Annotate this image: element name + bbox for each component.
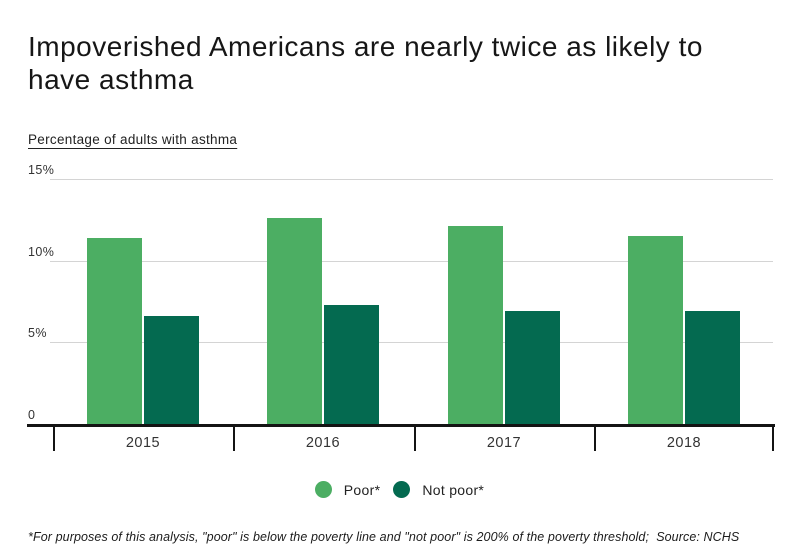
chart-card: Impoverished Americans are nearly twice … <box>0 30 799 544</box>
x-tick-label-2017: 2017 <box>486 435 522 451</box>
y-tick-label-10: 10% <box>28 245 55 259</box>
legend-item-poor: Poor* <box>314 481 381 498</box>
legend-swatch-icon <box>314 481 332 498</box>
legend-swatch-icon <box>393 481 411 498</box>
bar-poor-2018 <box>628 236 683 424</box>
x-tick-label-2015: 2015 <box>125 435 161 451</box>
x-axis-tick <box>772 424 774 451</box>
x-axis-tick <box>53 424 55 451</box>
y-tick-label-15: 15% <box>28 163 55 177</box>
gridline-10pct <box>50 261 773 262</box>
chart-subtitle: Percentage of adults with asthma <box>28 132 238 147</box>
x-axis-tick <box>594 424 596 451</box>
x-tick-label-2016: 2016 <box>305 435 341 451</box>
x-axis-line <box>27 424 775 427</box>
bar-poor-2015 <box>87 238 142 424</box>
legend-item-not-poor: Not poor* <box>393 481 484 498</box>
footnote: *For purposes of this analysis, "poor" i… <box>28 530 740 544</box>
x-axis-tick <box>233 424 235 451</box>
legend-label: Not poor* <box>422 481 485 498</box>
legend: Poor* Not poor* <box>0 481 799 498</box>
bar-not-poor-2015 <box>144 316 199 424</box>
x-axis-tick <box>414 424 416 451</box>
bar-chart-plot-area: 15% 10% 5% 0 2015 2016 2017 2018 <box>0 163 799 457</box>
bar-poor-2016 <box>267 218 322 424</box>
chart-title: Impoverished Americans are nearly twice … <box>28 31 703 95</box>
bar-poor-2017 <box>448 226 503 424</box>
y-tick-label-0: 0 <box>28 408 36 422</box>
x-tick-label-2018: 2018 <box>666 435 702 451</box>
gridline-5pct <box>50 342 773 343</box>
y-tick-label-5: 5% <box>28 326 47 340</box>
bar-not-poor-2016 <box>324 305 379 424</box>
gridline-15pct <box>50 179 773 180</box>
bar-not-poor-2018 <box>685 311 740 424</box>
legend-label: Poor* <box>343 481 381 498</box>
bar-not-poor-2017 <box>505 311 560 424</box>
